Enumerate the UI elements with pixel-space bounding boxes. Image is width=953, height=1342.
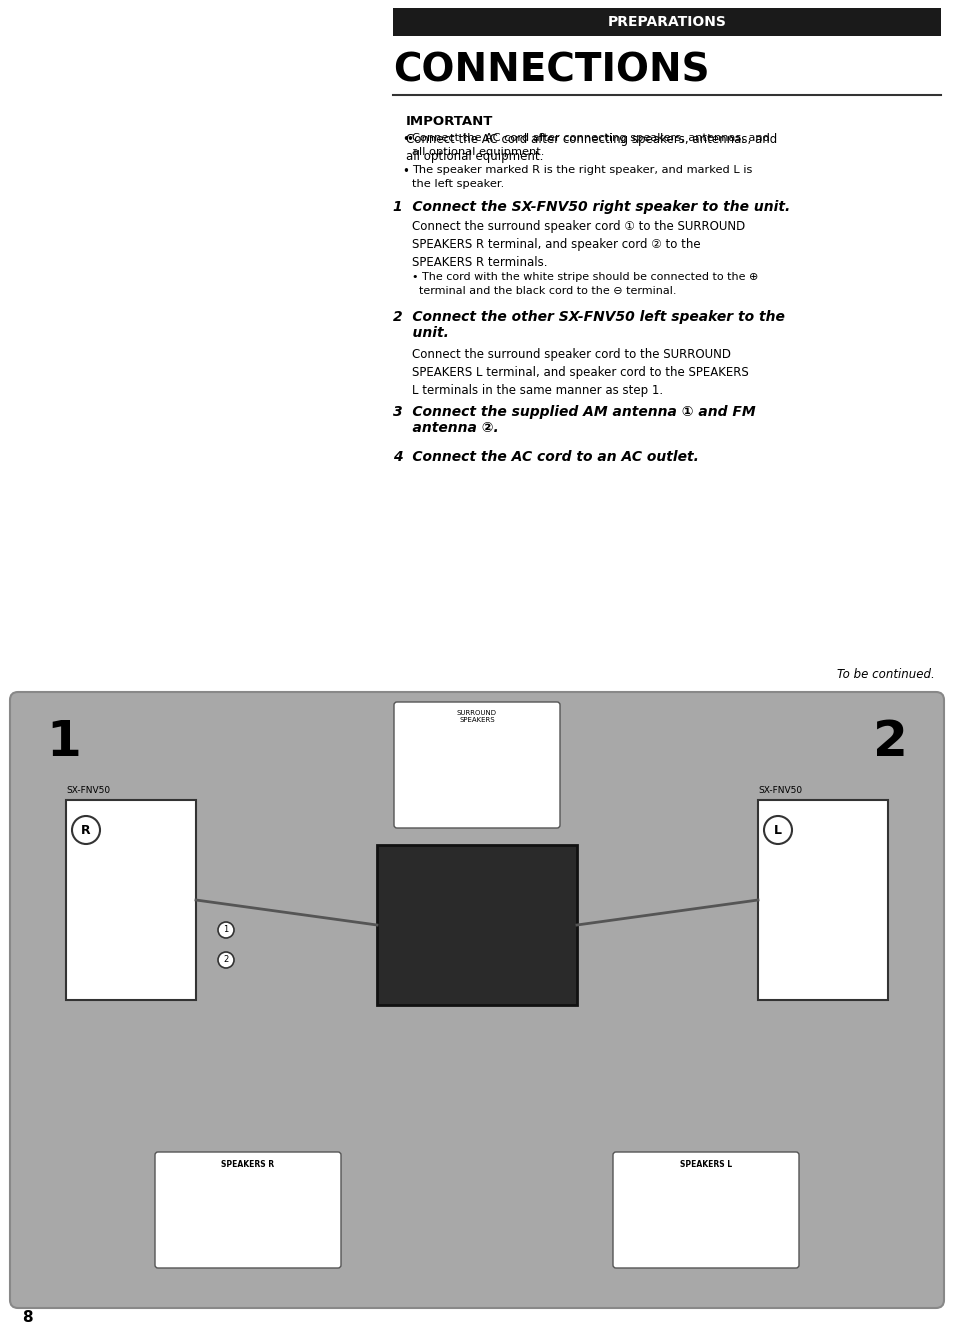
- Text: SPEAKERS R: SPEAKERS R: [221, 1159, 274, 1169]
- Text: 2  Connect the other SX-FNV50 left speaker to the
    unit.: 2 Connect the other SX-FNV50 left speake…: [393, 310, 784, 341]
- Text: R: R: [81, 824, 91, 836]
- Text: Connect the surround speaker cord to the SURROUND
SPEAKERS L terminal, and speak: Connect the surround speaker cord to the…: [412, 348, 748, 397]
- Text: 1  Connect the SX-FNV50 right speaker to the unit.: 1 Connect the SX-FNV50 right speaker to …: [393, 200, 789, 213]
- Text: 4  Connect the AC cord to an AC outlet.: 4 Connect the AC cord to an AC outlet.: [393, 450, 699, 464]
- FancyBboxPatch shape: [613, 1151, 799, 1268]
- Text: Connect the surround speaker cord ① to the SURROUND
SPEAKERS R terminal, and spe: Connect the surround speaker cord ① to t…: [412, 220, 744, 268]
- Text: SPEAKERS L: SPEAKERS L: [679, 1159, 731, 1169]
- Circle shape: [218, 951, 233, 968]
- FancyBboxPatch shape: [10, 692, 943, 1308]
- Text: SURROUND
SPEAKERS: SURROUND SPEAKERS: [456, 710, 497, 723]
- Text: 2: 2: [872, 718, 907, 766]
- Text: 8: 8: [22, 1310, 32, 1325]
- Text: SX-FNV50: SX-FNV50: [758, 786, 801, 794]
- Text: 3  Connect the supplied AM antenna ① and FM
    antenna ②.: 3 Connect the supplied AM antenna ① and …: [393, 405, 755, 435]
- Text: •: •: [401, 133, 409, 146]
- Text: PREPARATIONS: PREPARATIONS: [607, 15, 725, 30]
- Text: •: •: [406, 133, 413, 146]
- Circle shape: [71, 816, 100, 844]
- FancyBboxPatch shape: [66, 800, 195, 1000]
- Text: •: •: [401, 165, 409, 178]
- Circle shape: [218, 922, 233, 938]
- Text: IMPORTANT: IMPORTANT: [406, 115, 493, 127]
- FancyBboxPatch shape: [394, 702, 559, 828]
- Text: CONNECTIONS: CONNECTIONS: [393, 52, 709, 90]
- Text: • The cord with the white stripe should be connected to the ⊕
  terminal and the: • The cord with the white stripe should …: [412, 272, 758, 297]
- Text: 2: 2: [223, 956, 229, 965]
- Text: L: L: [773, 824, 781, 836]
- Text: SX-FNV50: SX-FNV50: [66, 786, 110, 794]
- Circle shape: [763, 816, 791, 844]
- FancyBboxPatch shape: [376, 845, 577, 1005]
- Text: 1: 1: [223, 926, 229, 934]
- FancyBboxPatch shape: [154, 1151, 340, 1268]
- Text: 1: 1: [46, 718, 81, 766]
- Text: To be continued.: To be continued.: [837, 668, 934, 680]
- Text: The speaker marked R is the right speaker, and marked L is
the left speaker.: The speaker marked R is the right speake…: [412, 165, 752, 189]
- FancyBboxPatch shape: [393, 8, 940, 36]
- FancyBboxPatch shape: [758, 800, 887, 1000]
- Text: Connect the AC cord after connecting speakers, antennas, and
all optional equipm: Connect the AC cord after connecting spe…: [406, 133, 777, 162]
- Text: Connect the AC cord after connecting speakers, antennas, and
all optional equipm: Connect the AC cord after connecting spe…: [412, 133, 769, 157]
